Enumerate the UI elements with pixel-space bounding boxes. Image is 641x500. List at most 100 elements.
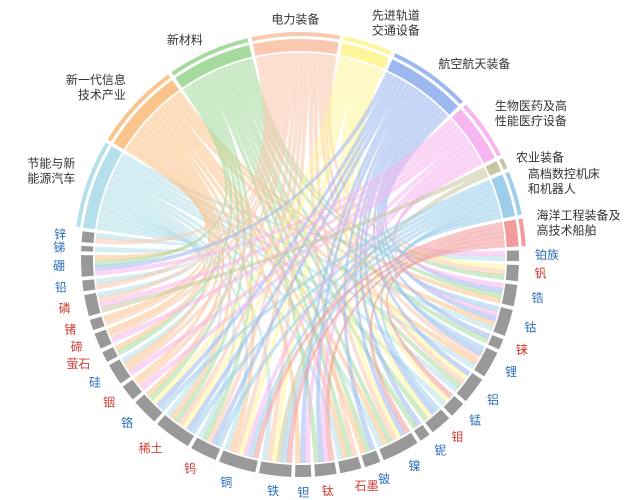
sector-arc-outer	[251, 32, 341, 42]
material-arc	[295, 464, 312, 477]
material-arc	[314, 462, 337, 477]
material-label: 磷	[59, 301, 71, 316]
material-arc	[338, 456, 362, 474]
chord	[342, 63, 433, 419]
chord	[281, 198, 499, 463]
material-arc	[506, 250, 519, 262]
sector-arc-outer	[107, 74, 171, 142]
material-label: 铬	[121, 415, 133, 430]
sector-arc	[451, 109, 495, 164]
chord	[308, 53, 358, 457]
sector-label: 交通设备	[372, 23, 420, 38]
chords	[94, 52, 506, 464]
chord	[215, 188, 496, 448]
sector-label: 技术产业	[78, 88, 126, 102]
chord	[243, 137, 470, 457]
material-label: 铟	[103, 396, 115, 410]
sector-arc-outer	[76, 142, 110, 228]
material-label: 铌	[434, 443, 446, 457]
sector-arc	[113, 80, 180, 150]
material-arc	[81, 255, 94, 277]
material-label: 锰	[469, 413, 481, 428]
material-label: 锌	[54, 228, 66, 242]
material-arc	[379, 432, 418, 461]
chord	[276, 171, 489, 463]
material-arc	[81, 245, 94, 252]
chord	[116, 83, 233, 356]
sector-arc	[175, 45, 252, 88]
sector-arc	[485, 161, 501, 176]
material-label: 镍	[408, 459, 420, 473]
chord	[386, 241, 505, 399]
chord	[206, 52, 302, 444]
sector-arc-outer	[393, 53, 464, 105]
chord	[343, 86, 418, 451]
material-label: 萤石	[66, 357, 90, 371]
chord	[128, 129, 464, 376]
material-arc	[474, 347, 498, 377]
material-arc	[259, 461, 292, 477]
material-arc	[505, 264, 519, 282]
chord	[233, 52, 307, 454]
chord	[190, 184, 494, 435]
material-arc	[122, 379, 142, 400]
material-label: 铅	[55, 280, 67, 294]
material-label: 铁	[267, 484, 279, 498]
material-arc	[89, 316, 105, 331]
material-label: 钴	[524, 319, 536, 334]
material-arc	[443, 396, 464, 416]
chord	[98, 54, 275, 303]
material-label: 锆	[531, 291, 543, 305]
chord	[148, 80, 240, 401]
material-arc	[191, 437, 221, 461]
sector-label: 能源汽车	[27, 171, 75, 186]
sector-arc-outer	[171, 38, 249, 76]
material-arc	[219, 450, 258, 473]
chord	[152, 56, 346, 405]
chord	[116, 161, 476, 370]
sector-label: 性能医疗设备	[495, 114, 567, 128]
material-label: 铍	[378, 472, 390, 486]
sector-arc	[252, 39, 339, 56]
material-arc	[84, 293, 101, 317]
material-label: 铼	[516, 343, 528, 357]
material-arc	[456, 372, 483, 402]
chord	[336, 61, 402, 440]
material-arc	[501, 283, 518, 307]
material-arc	[488, 334, 504, 350]
chord	[399, 213, 502, 312]
sector-arc	[387, 59, 459, 115]
sector-label: 高档数控机床	[528, 166, 600, 181]
chord	[104, 54, 279, 326]
sector-label: 先进轨道	[372, 9, 420, 23]
sector-label: 电力装备	[271, 13, 319, 27]
sector-label: 海洋工程装备及	[536, 207, 620, 222]
chord	[211, 78, 405, 446]
material-label: 钛	[322, 483, 334, 498]
sector-arc-outer	[505, 171, 522, 216]
sector-arc-outer	[462, 104, 501, 157]
material-label: 锂	[505, 364, 517, 379]
material-arc	[135, 394, 163, 422]
material-label: 铜	[220, 475, 232, 490]
chord	[159, 179, 492, 412]
material-label: 钨	[184, 460, 196, 475]
sector-label: 新材料	[167, 32, 203, 47]
chord	[181, 57, 351, 430]
chord	[177, 52, 297, 427]
material-arc	[109, 359, 131, 384]
material-arc	[425, 409, 450, 433]
chord	[100, 167, 487, 313]
material-arc	[94, 329, 112, 349]
chord	[322, 54, 481, 361]
material-label: 石墨	[355, 479, 379, 493]
sector-arc	[503, 219, 519, 248]
chord	[247, 193, 497, 458]
material-arc	[493, 307, 513, 336]
chord	[96, 55, 271, 290]
chord	[204, 73, 320, 463]
chord	[113, 166, 459, 393]
sector-label: 农业装备	[516, 151, 564, 165]
material-label: 铂族	[535, 247, 559, 262]
material-label: 钼	[451, 430, 463, 444]
